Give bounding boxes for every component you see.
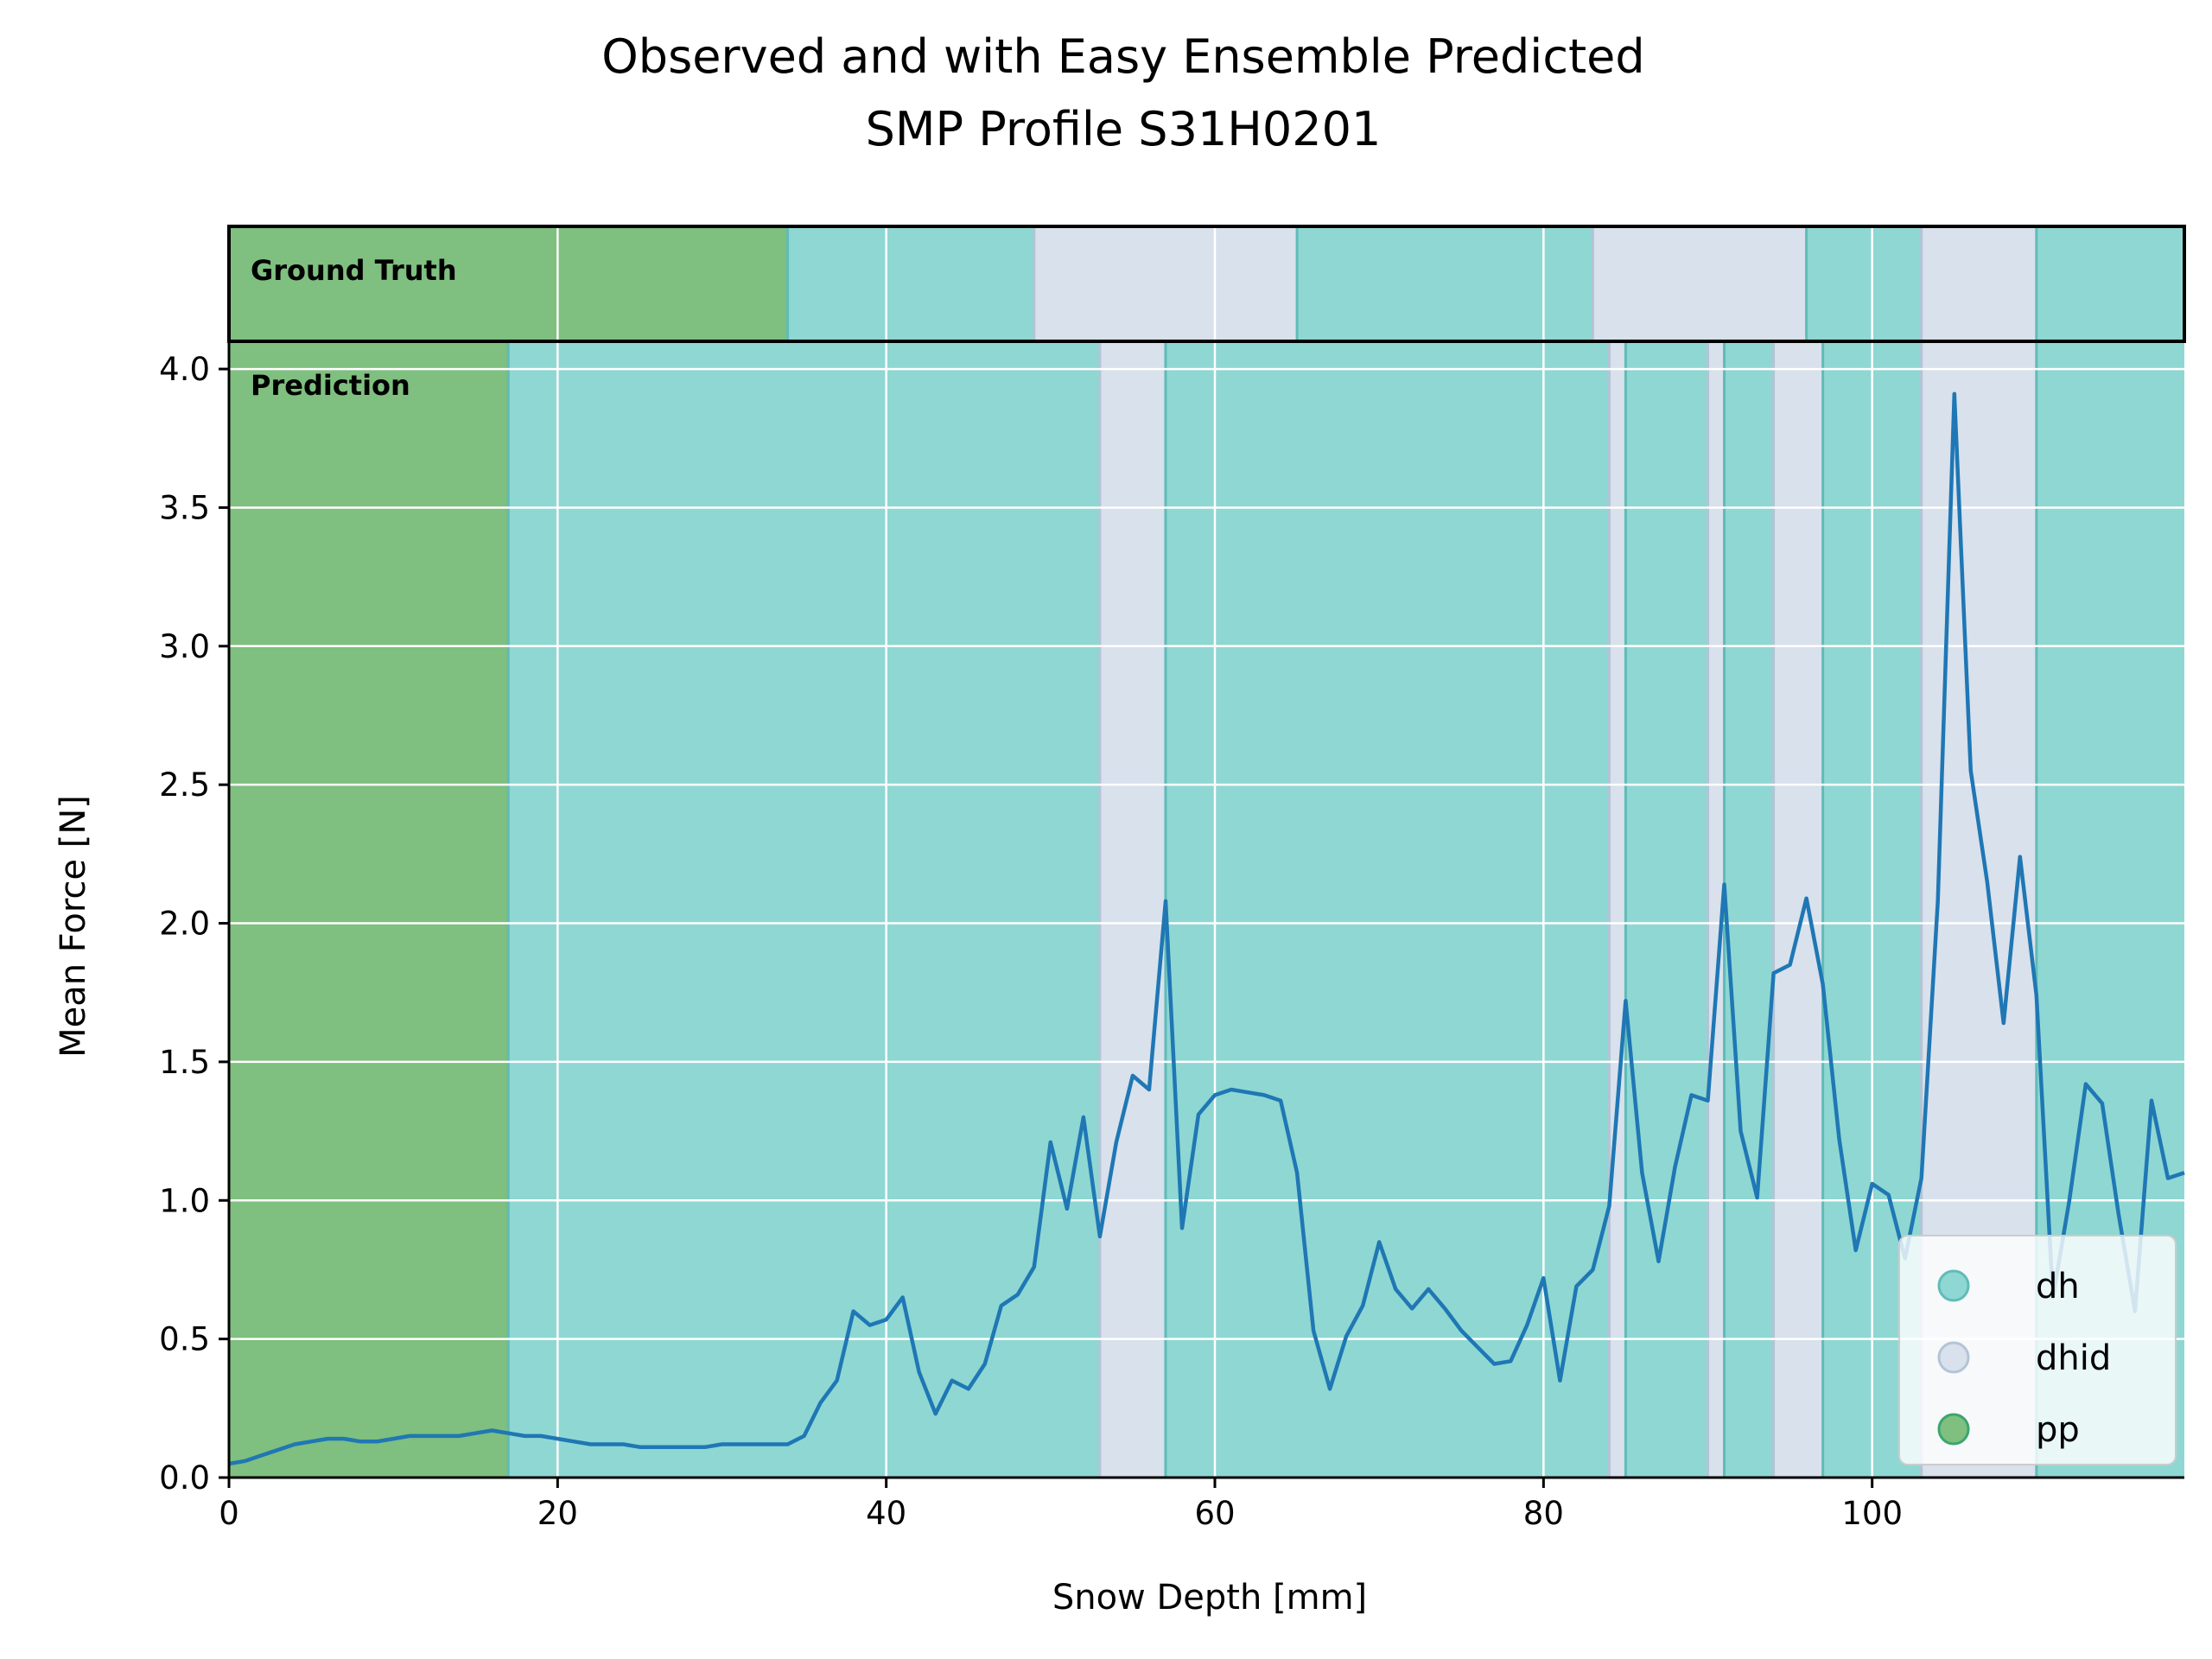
ground-truth-segment-dhid — [1033, 226, 1298, 341]
legend-marker-pp — [1937, 1413, 1970, 1446]
legend-label-dhid: dhid — [2036, 1338, 2111, 1378]
legend: dh dhid pp — [1898, 1235, 2177, 1465]
y-tick-label: 4.0 — [159, 351, 210, 388]
prediction-segment-dh — [1165, 341, 1610, 1478]
x-axis-label: Snow Depth [mm] — [1052, 1578, 1367, 1618]
legend-marker-dhid — [1937, 1341, 1970, 1374]
ground-truth-label: Ground Truth — [251, 254, 457, 287]
x-tick-label: 40 — [866, 1495, 906, 1532]
legend-marker-dh — [1937, 1269, 1970, 1302]
prediction-segment-dhid — [1773, 341, 1823, 1478]
frames — [227, 225, 2186, 1479]
prediction-segment-dh — [1625, 341, 1708, 1478]
prediction-segment-dhid — [1707, 341, 1725, 1478]
ground-truth-frame — [227, 225, 2186, 343]
ticks: 0 20 40 60 80 100 0.0 0.5 1.0 1.5 2.0 2.5 3.0 3.5 4.0 — [159, 351, 1903, 1532]
y-tick-label: 1.5 — [159, 1044, 210, 1081]
y-tick-label: 1.0 — [159, 1182, 210, 1219]
prediction-segment-dh — [1724, 341, 1774, 1478]
y-tick-label: 3.0 — [159, 628, 210, 665]
y-tick-label: 2.0 — [159, 906, 210, 943]
x-tick-label: 20 — [537, 1495, 578, 1532]
x-tick-label: 0 — [219, 1495, 239, 1532]
series-group — [228, 391, 2185, 1466]
x-tick-label: 80 — [1523, 1495, 1564, 1532]
grid — [229, 226, 2184, 1478]
y-tick-label: 2.5 — [159, 766, 210, 804]
prediction-label: Prediction — [251, 369, 410, 402]
x-tick-label: 60 — [1194, 1495, 1235, 1532]
y-tick-label: 3.5 — [159, 489, 210, 526]
x-tick-label: 100 — [1841, 1495, 1903, 1532]
ground-truth-segment-dhid — [1921, 226, 2037, 341]
prediction-segment-dhid — [1099, 341, 1166, 1478]
y-tick-label: 0.0 — [159, 1459, 210, 1497]
chart-title: Observed and with Easy Ensemble Predicte… — [601, 29, 1644, 84]
prediction-band — [229, 341, 2184, 1478]
ground-truth-segment-dh — [787, 226, 1034, 341]
chart-subtitle: SMP Profile S31H0201 — [866, 102, 1382, 156]
ground-truth-segment-pp — [229, 226, 788, 341]
prediction-segment-dh — [508, 341, 1100, 1478]
y-axis-label: Mean Force [N] — [54, 795, 93, 1058]
ground-truth-segment-dh — [1297, 226, 1593, 341]
y-tick-label: 0.5 — [159, 1321, 210, 1358]
legend-box — [1898, 1235, 2177, 1465]
ground-truth-band — [229, 226, 2184, 341]
ground-truth-segment-dhid — [1592, 226, 1807, 341]
ground-truth-segment-dh — [1806, 226, 1922, 341]
legend-label-dh: dh — [2036, 1267, 2080, 1306]
series-line-mean-force — [228, 391, 2185, 1466]
prediction-segment-pp — [229, 341, 509, 1478]
legend-label-pp: pp — [2036, 1410, 2080, 1450]
ground-truth-segment-dh — [2036, 226, 2184, 341]
prediction-segment-dhid — [1609, 341, 1626, 1478]
